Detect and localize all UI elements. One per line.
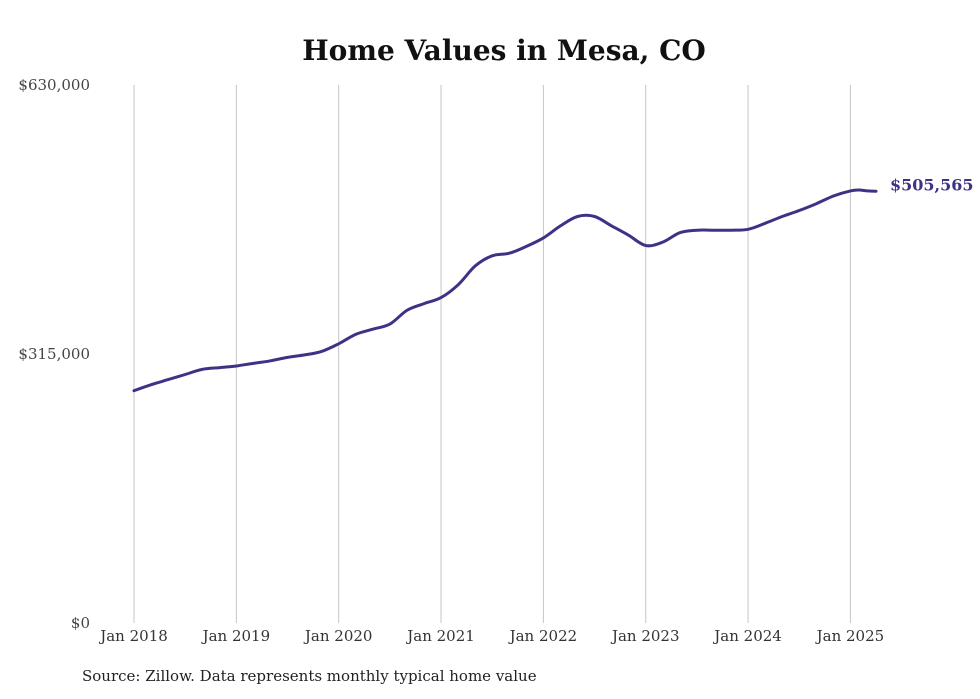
x-tick-label: Jan 2023 <box>610 627 680 645</box>
vertical-gridlines <box>133 85 851 623</box>
series-line <box>132 188 878 393</box>
x-tick-label: Jan 2020 <box>303 627 373 645</box>
y-axis-tick-labels: $0 $315,000 $630,000 <box>18 76 90 632</box>
y-tick-label: $315,000 <box>18 345 90 363</box>
x-tick-label: Jan 2021 <box>405 627 475 645</box>
x-axis-tick-labels: Jan 2018 Jan 2019 Jan 2020 Jan 2021 Jan 2022… <box>98 627 884 645</box>
x-tick-label: Jan 2019 <box>201 627 271 645</box>
y-tick-label: $0 <box>71 614 90 632</box>
source-note: Source: Zillow. Data represents monthly … <box>82 667 537 685</box>
x-tick-label: Jan 2018 <box>98 627 168 645</box>
x-tick-label: Jan 2024 <box>712 627 782 645</box>
y-tick-label: $630,000 <box>18 76 90 94</box>
x-tick-label: Jan 2025 <box>815 627 885 645</box>
chart-title: Home Values in Mesa, CO <box>302 34 706 67</box>
x-tick-label: Jan 2022 <box>508 627 578 645</box>
end-value-label: $505,565 <box>890 175 974 194</box>
